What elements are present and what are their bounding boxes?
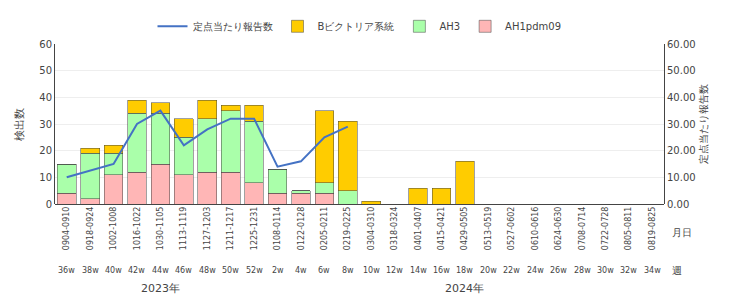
svg-text:1225-1231: 1225-1231 xyxy=(250,207,259,251)
svg-text:20w: 20w xyxy=(480,266,497,275)
svg-text:1030-1105: 1030-1105 xyxy=(156,207,165,251)
svg-text:0805-0811: 0805-0811 xyxy=(624,207,633,251)
svg-text:定点当たり報告数: 定点当たり報告数 xyxy=(193,21,273,32)
svg-text:8w: 8w xyxy=(342,266,354,275)
svg-text:34w: 34w xyxy=(644,266,661,275)
svg-text:26w: 26w xyxy=(550,266,567,275)
svg-text:12w: 12w xyxy=(386,266,403,275)
svg-text:0: 0 xyxy=(46,199,52,210)
svg-text:1002-1008: 1002-1008 xyxy=(109,207,118,251)
svg-text:検出数: 検出数 xyxy=(13,108,26,141)
svg-text:38w: 38w xyxy=(82,266,99,275)
svg-text:0429-0505: 0429-0505 xyxy=(461,207,470,251)
svg-text:28w: 28w xyxy=(574,266,591,275)
svg-text:22w: 22w xyxy=(503,266,520,275)
svg-text:0610-0616: 0610-0616 xyxy=(531,207,540,251)
svg-text:0205-0211: 0205-0211 xyxy=(320,207,329,251)
svg-text:0122-0128: 0122-0128 xyxy=(297,207,306,251)
svg-text:1113-1119: 1113-1119 xyxy=(179,207,188,251)
svg-text:0108-0114: 0108-0114 xyxy=(273,207,282,251)
svg-text:Bビクトリア系統: Bビクトリア系統 xyxy=(318,21,395,32)
svg-text:36w: 36w xyxy=(58,266,75,275)
svg-text:0624-0630: 0624-0630 xyxy=(554,207,563,251)
svg-text:30w: 30w xyxy=(597,266,614,275)
svg-text:10.00: 10.00 xyxy=(667,172,696,183)
svg-text:0219-0225: 0219-0225 xyxy=(343,207,352,251)
svg-text:2024年: 2024年 xyxy=(445,282,484,295)
svg-text:1211-1217: 1211-1217 xyxy=(226,207,235,251)
svg-text:14w: 14w xyxy=(410,266,427,275)
svg-text:48w: 48w xyxy=(199,266,216,275)
svg-text:0708-0714: 0708-0714 xyxy=(578,207,587,251)
svg-text:24w: 24w xyxy=(527,266,544,275)
svg-text:50.00: 50.00 xyxy=(667,65,696,76)
svg-text:42w: 42w xyxy=(128,266,145,275)
svg-text:0304-0310: 0304-0310 xyxy=(367,207,376,251)
svg-text:0513-0519: 0513-0519 xyxy=(484,207,493,251)
svg-text:60: 60 xyxy=(39,39,52,50)
svg-text:1016-1022: 1016-1022 xyxy=(133,207,142,251)
svg-text:32w: 32w xyxy=(620,266,637,275)
svg-text:0918-0924: 0918-0924 xyxy=(86,207,95,251)
svg-text:4w: 4w xyxy=(295,266,307,275)
svg-text:50: 50 xyxy=(39,65,52,76)
svg-text:0527-0602: 0527-0602 xyxy=(507,207,516,251)
svg-text:30.00: 30.00 xyxy=(667,119,696,130)
svg-text:46w: 46w xyxy=(175,266,192,275)
svg-text:16w: 16w xyxy=(433,266,450,275)
svg-text:0415-0421: 0415-0421 xyxy=(437,207,446,251)
svg-text:60.00: 60.00 xyxy=(667,39,696,50)
svg-text:40: 40 xyxy=(39,92,52,103)
svg-text:40w: 40w xyxy=(105,266,122,275)
svg-text:6w: 6w xyxy=(318,266,330,275)
svg-text:0318-0324: 0318-0324 xyxy=(390,207,399,251)
svg-text:0904-0910: 0904-0910 xyxy=(62,207,71,251)
svg-text:2023年: 2023年 xyxy=(141,282,180,295)
svg-text:月日: 月日 xyxy=(672,227,692,238)
svg-text:20: 20 xyxy=(39,145,52,156)
svg-text:44w: 44w xyxy=(152,266,169,275)
svg-text:50w: 50w xyxy=(222,266,239,275)
svg-text:週: 週 xyxy=(672,265,682,276)
svg-text:52w: 52w xyxy=(246,266,263,275)
svg-text:30: 30 xyxy=(39,119,52,130)
svg-text:40.00: 40.00 xyxy=(667,92,696,103)
svg-text:0.00: 0.00 xyxy=(667,199,689,210)
svg-text:20.00: 20.00 xyxy=(667,145,696,156)
svg-text:0401-0407: 0401-0407 xyxy=(414,207,423,251)
svg-text:10w: 10w xyxy=(363,266,380,275)
svg-text:10: 10 xyxy=(39,172,52,183)
svg-text:定点当たり報告数: 定点当たり報告数 xyxy=(698,84,709,164)
svg-text:AH3: AH3 xyxy=(439,21,460,32)
svg-text:0819-0825: 0819-0825 xyxy=(648,207,657,251)
svg-text:0722-0728: 0722-0728 xyxy=(601,207,610,251)
svg-text:1127-1203: 1127-1203 xyxy=(203,207,212,251)
svg-text:18w: 18w xyxy=(456,266,473,275)
svg-text:2w: 2w xyxy=(272,266,284,275)
svg-text:AH1pdm09: AH1pdm09 xyxy=(505,21,561,32)
